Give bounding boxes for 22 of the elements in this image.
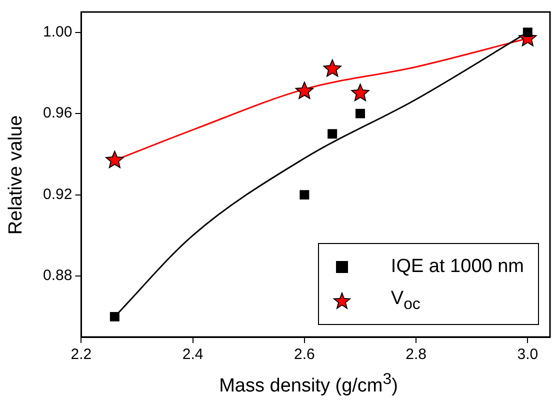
point	[328, 129, 338, 139]
x-tick-label: 2.2	[70, 346, 92, 364]
point	[110, 312, 120, 322]
x-tick-label: 3.0	[517, 346, 538, 364]
x-tick-label: 2.6	[294, 346, 315, 364]
legend-label: V$_{oc}$	[390, 288, 420, 314]
point	[522, 28, 532, 38]
x-axis-title: Mass density (g/cm$^{3}$)	[218, 370, 399, 397]
point	[106, 150, 124, 168]
y-tick-label: 0.96	[42, 104, 72, 122]
y-axis-title: Relative value	[6, 115, 28, 235]
point	[323, 59, 342, 77]
point	[351, 84, 370, 102]
y-tick-label: 1.00	[42, 23, 72, 40]
x-tick-label: 2.8	[406, 346, 426, 364]
point	[295, 82, 314, 99]
x-tick-label: 2.4	[182, 346, 204, 364]
y-tick-label: 0.88	[42, 267, 72, 284]
point	[300, 190, 310, 200]
y-tick-label: 0.92	[42, 186, 72, 203]
point	[356, 108, 365, 118]
legend-label: IQE at 1000 nm	[390, 256, 524, 278]
